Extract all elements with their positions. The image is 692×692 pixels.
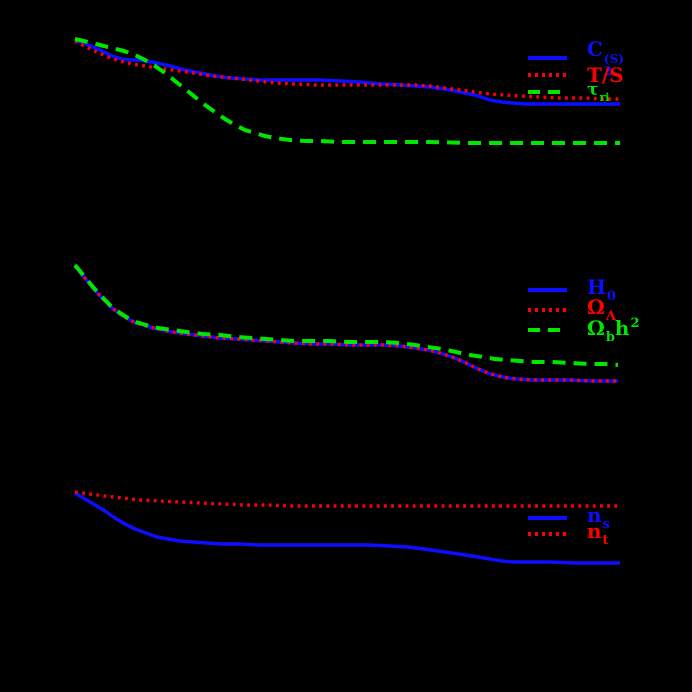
legend-line-nt bbox=[528, 532, 567, 536]
legend-line-c2s bbox=[528, 56, 567, 60]
legend-line-omega-b-h2 bbox=[528, 328, 567, 332]
legend-line-ts bbox=[528, 73, 567, 77]
legend-item-omega-lambda: ΩΛ bbox=[528, 295, 616, 324]
legend-item-ts: T/S bbox=[528, 64, 624, 86]
legend-label-omega-lambda: ΩΛ bbox=[587, 295, 616, 324]
legend-item-h0: H0 bbox=[528, 275, 616, 304]
legend-label-tau-ri: τri bbox=[587, 79, 610, 104]
curve-omega-b-h2 bbox=[73, 263, 619, 367]
legend-label-nt: nt bbox=[587, 519, 609, 548]
curve-omega-lambda bbox=[73, 264, 618, 383]
legend-line-tau-ri bbox=[528, 90, 567, 94]
legend-item-ns: ns bbox=[528, 503, 610, 532]
legend-item-c2s: C (S) 2 bbox=[528, 39, 624, 77]
legend-item-tau-ri: τri bbox=[528, 81, 609, 103]
legend-label-h0: H0 bbox=[587, 275, 616, 304]
legend-label-c2s: C (S) 2 bbox=[587, 37, 624, 78]
legend-item-omega-b-h2: Ωbh2 bbox=[528, 315, 640, 345]
legend-line-h0 bbox=[528, 288, 567, 292]
curve-c2s bbox=[74, 38, 620, 106]
legend-line-ns bbox=[528, 516, 567, 520]
legend-item-nt: nt bbox=[528, 519, 609, 548]
curve-ns bbox=[74, 491, 620, 565]
legend-label-ts: T/S bbox=[587, 63, 624, 87]
legend-line-omega-lambda bbox=[528, 308, 567, 312]
curve-tau-ri bbox=[74, 37, 620, 145]
legend-label-omega-b-h2: Ωbh2 bbox=[587, 315, 640, 345]
curve-nt bbox=[74, 490, 620, 508]
legend-label-ns: ns bbox=[587, 503, 610, 532]
